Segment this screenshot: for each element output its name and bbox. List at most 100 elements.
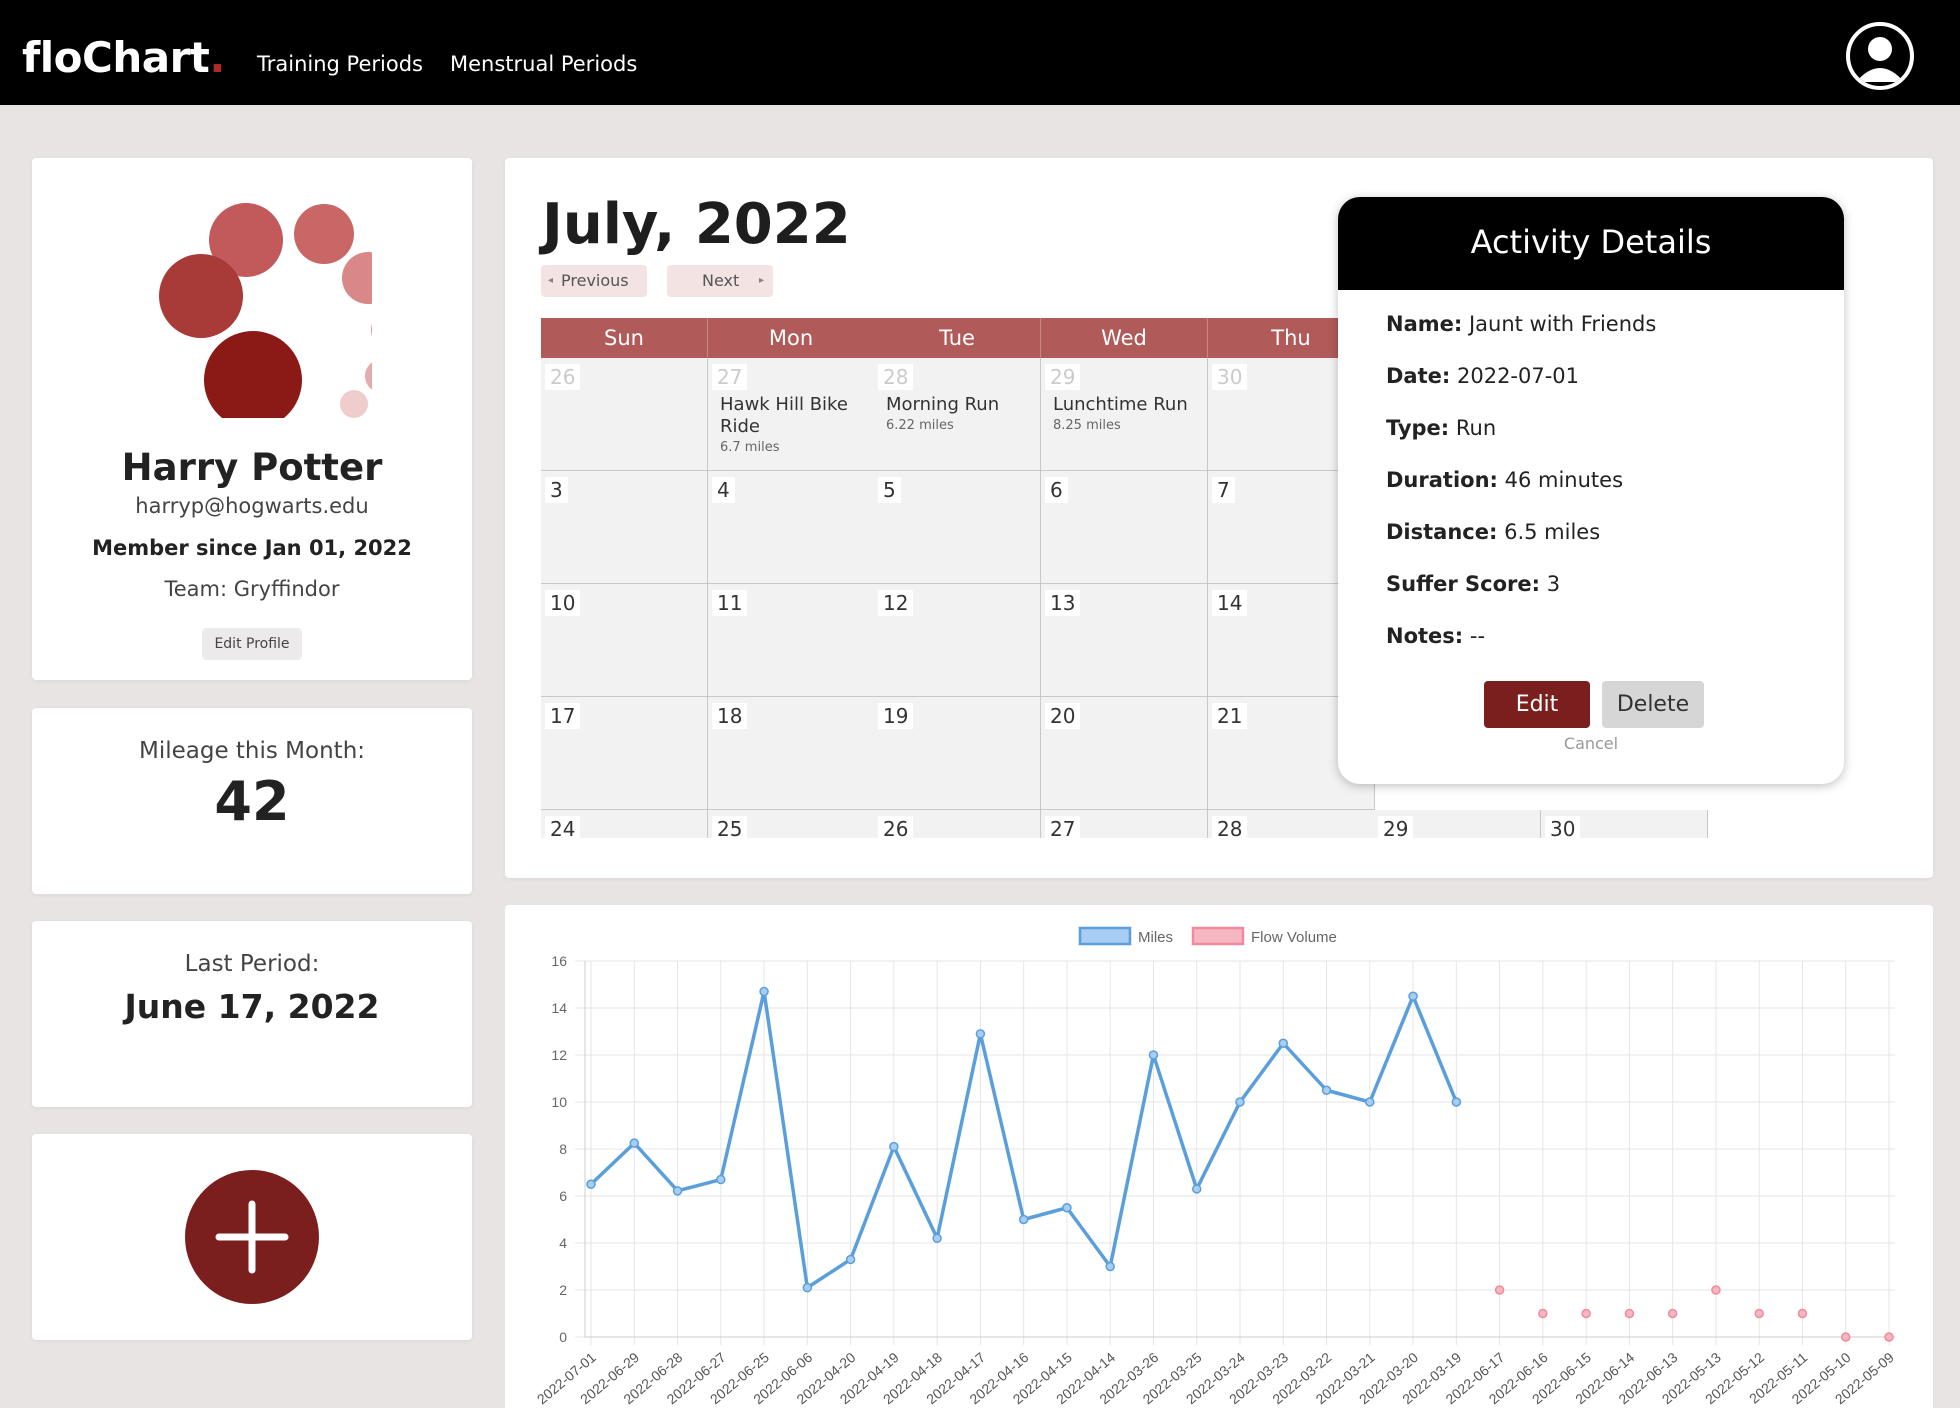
calendar-day-cell[interactable]: 11 bbox=[708, 584, 875, 697]
day-number: 6 bbox=[1045, 477, 1068, 503]
day-number: 21 bbox=[1212, 703, 1248, 729]
miles-data-point[interactable] bbox=[1062, 1203, 1072, 1213]
day-number: 28 bbox=[878, 364, 914, 390]
chevron-right-icon: ▸ bbox=[759, 275, 765, 286]
flow-data-point[interactable] bbox=[1884, 1332, 1894, 1342]
profile-team: Team: Gryffindor bbox=[164, 577, 340, 601]
miles-data-point[interactable] bbox=[586, 1179, 596, 1189]
calendar-day-cell[interactable]: 12 bbox=[874, 584, 1041, 697]
miles-data-point[interactable] bbox=[1278, 1038, 1289, 1048]
logo-text: floChart bbox=[22, 33, 210, 82]
miles-data-point[interactable] bbox=[716, 1174, 726, 1185]
activity-details-modal: Activity Details Name: Jaunt with Friend… bbox=[1338, 197, 1844, 784]
account-button[interactable] bbox=[1846, 22, 1914, 90]
delete-activity-button[interactable]: Delete bbox=[1602, 681, 1704, 728]
calendar-day-cell[interactable]: 29 Lunchtime Run 8.25 miles bbox=[1041, 358, 1208, 471]
calendar-day-cell[interactable]: 24 bbox=[541, 810, 708, 838]
calendar-day-cell[interactable]: 10 bbox=[541, 584, 708, 697]
miles-data-point[interactable] bbox=[975, 1029, 986, 1039]
miles-data-point[interactable] bbox=[759, 986, 769, 997]
flow-data-point[interactable] bbox=[1624, 1308, 1635, 1319]
detail-value: Jaunt with Friends bbox=[1468, 312, 1657, 336]
miles-data-point[interactable] bbox=[1148, 1050, 1159, 1060]
day-number: 27 bbox=[712, 364, 748, 390]
calendar-day-cell[interactable]: 27 bbox=[1041, 810, 1208, 838]
day-number: 11 bbox=[712, 590, 748, 616]
day-number: 29 bbox=[1378, 816, 1414, 838]
miles-data-point[interactable] bbox=[1191, 1184, 1202, 1194]
calendar-day-cell[interactable]: 3 bbox=[541, 471, 708, 584]
flow-data-point[interactable] bbox=[1840, 1332, 1851, 1342]
calendar-day-cell[interactable]: 29 bbox=[1374, 810, 1541, 838]
activity-detail-row: Notes: -- bbox=[1386, 624, 1485, 648]
miles-data-point[interactable] bbox=[1451, 1097, 1462, 1107]
miles-data-point[interactable] bbox=[1105, 1261, 1115, 1272]
detail-value: 46 minutes bbox=[1504, 468, 1624, 492]
nav-training-periods[interactable]: Training Periods bbox=[257, 52, 423, 76]
calendar-event[interactable]: Lunchtime Run 8.25 miles bbox=[1053, 394, 1193, 436]
edit-profile-button[interactable]: Edit Profile bbox=[202, 628, 302, 660]
detail-label: Notes: bbox=[1386, 624, 1464, 648]
day-number: 17 bbox=[545, 703, 581, 729]
member-since: Member since Jan 01, 2022 bbox=[92, 536, 412, 560]
nav-menstrual-periods[interactable]: Menstrual Periods bbox=[450, 52, 638, 76]
calendar-day-cell[interactable]: 19 bbox=[874, 697, 1041, 810]
calendar-day-cell[interactable]: 28 Morning Run 6.22 miles bbox=[874, 358, 1041, 471]
mileage-value: 42 bbox=[214, 770, 290, 833]
previous-month-button[interactable]: ◂ Previous bbox=[541, 265, 647, 297]
calendar-day-cell[interactable]: 28 bbox=[1208, 810, 1375, 838]
miles-data-point[interactable] bbox=[1235, 1097, 1245, 1107]
miles-data-point[interactable] bbox=[629, 1138, 640, 1148]
activity-detail-row: Suffer Score: 3 bbox=[1386, 572, 1560, 596]
calendar-day-cell[interactable]: 17 bbox=[541, 697, 708, 810]
calendar-day-cell[interactable]: 6 bbox=[1041, 471, 1208, 584]
calendar-day-cell[interactable]: 26 bbox=[541, 358, 708, 471]
flow-data-point[interactable] bbox=[1538, 1308, 1548, 1319]
calendar-event[interactable]: Morning Run 6.22 miles bbox=[886, 394, 1026, 436]
event-miles: 6.7 miles bbox=[720, 440, 780, 455]
flow-data-point[interactable] bbox=[1754, 1308, 1764, 1319]
next-month-button[interactable]: Next ▸ bbox=[667, 265, 773, 297]
miles-data-point[interactable] bbox=[1018, 1214, 1029, 1225]
miles-data-point[interactable] bbox=[932, 1233, 942, 1244]
app-logo[interactable]: floChart. bbox=[22, 33, 225, 82]
flow-data-point[interactable] bbox=[1797, 1308, 1808, 1319]
calendar-day-cell[interactable]: 25 bbox=[708, 810, 875, 838]
miles-data-point[interactable] bbox=[672, 1186, 683, 1196]
cancel-link[interactable]: Cancel bbox=[1563, 734, 1619, 753]
flow-data-point[interactable] bbox=[1581, 1308, 1591, 1319]
calendar-day-cell[interactable]: 4 bbox=[708, 471, 875, 584]
calendar-day-cell[interactable]: 5 bbox=[874, 471, 1041, 584]
miles-data-point[interactable] bbox=[889, 1141, 899, 1152]
y-tick-label: 16 bbox=[551, 953, 567, 969]
legend-swatch bbox=[1078, 926, 1132, 946]
day-number: 20 bbox=[1045, 703, 1081, 729]
detail-value: 3 bbox=[1546, 572, 1561, 596]
calendar-day-cell[interactable]: 20 bbox=[1041, 697, 1208, 810]
day-number: 26 bbox=[878, 816, 914, 838]
flow-data-point[interactable] bbox=[1494, 1285, 1505, 1295]
y-tick-label: 8 bbox=[559, 1141, 567, 1157]
calendar-event[interactable]: Hawk Hill Bike Ride 6.7 miles bbox=[720, 394, 860, 458]
day-number: 14 bbox=[1212, 590, 1248, 616]
mileage-flow-chart: 02468101214162022-07-012022-06-292022-06… bbox=[534, 926, 1897, 1407]
calendar-grid: Sun Mon Tue Wed Thu 26 27 Hawk Hill Bike Ride 6.… bbox=[541, 318, 1709, 838]
last-period-label: Last Period: bbox=[184, 951, 320, 977]
day-number: 10 bbox=[545, 590, 581, 616]
edit-activity-button[interactable]: Edit bbox=[1484, 681, 1590, 728]
flow-data-point[interactable] bbox=[1711, 1285, 1721, 1295]
miles-data-point[interactable] bbox=[1365, 1097, 1375, 1107]
weekday-header: Sun bbox=[541, 318, 708, 358]
previous-label: Previous bbox=[561, 271, 629, 290]
calendar-day-cell[interactable]: 30 bbox=[1541, 810, 1708, 838]
miles-data-point[interactable] bbox=[1408, 991, 1418, 1001]
calendar-day-cell[interactable]: 13 bbox=[1041, 584, 1208, 697]
calendar-day-cell[interactable]: 18 bbox=[708, 697, 875, 810]
add-activity-button[interactable] bbox=[185, 1170, 319, 1304]
miles-data-point[interactable] bbox=[1321, 1085, 1332, 1095]
miles-data-point[interactable] bbox=[802, 1282, 813, 1293]
flow-data-point[interactable] bbox=[1667, 1308, 1678, 1319]
miles-data-point[interactable] bbox=[845, 1254, 856, 1265]
calendar-day-cell[interactable]: 27 Hawk Hill Bike Ride 6.7 miles bbox=[708, 358, 875, 471]
calendar-day-cell[interactable]: 26 bbox=[874, 810, 1041, 838]
